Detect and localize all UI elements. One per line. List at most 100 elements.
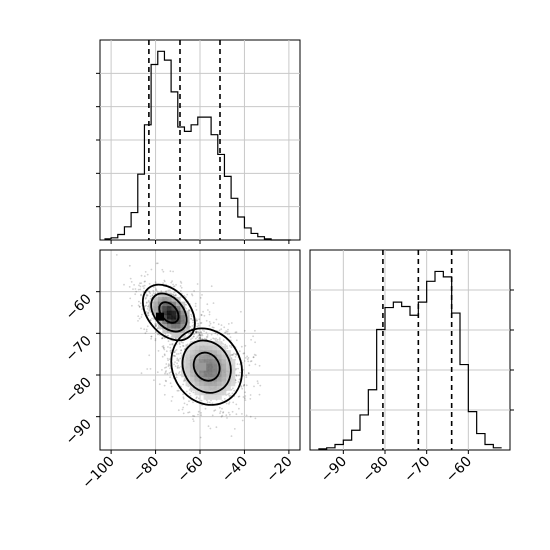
density-point bbox=[168, 364, 171, 367]
density-point bbox=[200, 414, 203, 417]
density-cell bbox=[185, 372, 191, 378]
density-cell bbox=[199, 359, 204, 364]
density-point bbox=[228, 394, 231, 397]
density-cell bbox=[212, 350, 218, 355]
density-point bbox=[210, 285, 213, 288]
density-cell bbox=[185, 354, 191, 360]
density-point bbox=[226, 417, 228, 419]
density-cell bbox=[221, 390, 227, 396]
density-peak-cell bbox=[198, 362, 207, 371]
density-point bbox=[191, 319, 194, 322]
density-cell bbox=[162, 315, 168, 320]
density-point bbox=[253, 353, 256, 356]
density-point bbox=[138, 284, 140, 287]
density-point bbox=[199, 335, 202, 337]
density-cell bbox=[221, 354, 227, 360]
density-point bbox=[161, 337, 164, 339]
density-point bbox=[169, 289, 171, 292]
density-point bbox=[198, 332, 201, 334]
density-point bbox=[244, 357, 247, 359]
density-cell bbox=[194, 390, 200, 396]
density-point bbox=[168, 372, 171, 374]
density-point bbox=[190, 317, 192, 320]
density-point bbox=[173, 351, 176, 353]
density-cell bbox=[199, 354, 204, 360]
density-point bbox=[156, 371, 159, 374]
density-point bbox=[235, 403, 238, 406]
density-point bbox=[157, 333, 160, 335]
density-point bbox=[218, 406, 221, 409]
density-point bbox=[178, 371, 181, 373]
density-point bbox=[196, 330, 199, 333]
density-point bbox=[208, 321, 211, 323]
density-point bbox=[218, 329, 221, 332]
density-point bbox=[230, 388, 233, 391]
density-point bbox=[232, 401, 235, 404]
density-point bbox=[154, 323, 157, 325]
density-point bbox=[152, 292, 155, 295]
density-point bbox=[145, 296, 148, 299]
density-point bbox=[233, 352, 235, 355]
density-point bbox=[205, 338, 208, 340]
density-point bbox=[183, 380, 185, 383]
density-point bbox=[195, 331, 197, 333]
density-cell bbox=[212, 368, 218, 373]
density-point bbox=[162, 347, 165, 349]
density-point bbox=[196, 325, 199, 328]
density-point bbox=[150, 337, 153, 340]
density-point bbox=[175, 372, 177, 375]
density-point bbox=[155, 262, 158, 265]
density-point bbox=[227, 323, 230, 325]
density-point bbox=[194, 302, 197, 305]
density-point bbox=[248, 372, 250, 375]
density-point bbox=[197, 410, 200, 413]
density-point bbox=[162, 345, 165, 347]
density-cell bbox=[203, 377, 209, 382]
density-point bbox=[154, 331, 157, 334]
density-point bbox=[238, 374, 240, 377]
density-point bbox=[250, 338, 253, 341]
density-cell bbox=[208, 341, 213, 346]
density-cell bbox=[185, 359, 191, 364]
density-point bbox=[196, 283, 199, 285]
density-point bbox=[140, 282, 143, 284]
density-point bbox=[199, 322, 202, 324]
density-cell bbox=[171, 306, 177, 311]
density-cell bbox=[190, 363, 195, 369]
density-point bbox=[165, 363, 168, 365]
density-point bbox=[155, 325, 157, 327]
density-point bbox=[196, 319, 199, 322]
density-cell bbox=[171, 297, 177, 302]
density-point bbox=[182, 344, 184, 347]
density-cell bbox=[230, 368, 236, 373]
density-cell bbox=[217, 386, 222, 391]
density-point bbox=[161, 337, 164, 339]
density-point bbox=[217, 323, 220, 326]
density-cell bbox=[190, 345, 195, 351]
density-cell bbox=[180, 319, 186, 325]
density-point bbox=[148, 291, 151, 293]
density-point bbox=[192, 418, 194, 420]
density-cell bbox=[217, 372, 222, 378]
density-point bbox=[221, 407, 223, 410]
density-point bbox=[200, 314, 203, 317]
density-point bbox=[139, 302, 142, 305]
density-point bbox=[222, 339, 225, 342]
density-cell bbox=[166, 306, 172, 311]
density-cell bbox=[208, 359, 213, 364]
density-point bbox=[254, 329, 256, 332]
density-point bbox=[191, 294, 194, 297]
density-cell bbox=[171, 315, 177, 320]
density-point bbox=[203, 314, 206, 317]
density-point bbox=[140, 294, 142, 297]
density-cell bbox=[181, 372, 186, 378]
density-cell bbox=[212, 395, 218, 400]
density-point bbox=[161, 355, 164, 358]
density-cell bbox=[208, 368, 213, 373]
density-point bbox=[211, 402, 214, 405]
density-point bbox=[235, 339, 238, 342]
density-point bbox=[176, 362, 179, 365]
density-point bbox=[153, 379, 155, 382]
density-cell bbox=[226, 368, 231, 373]
density-point bbox=[163, 384, 166, 387]
